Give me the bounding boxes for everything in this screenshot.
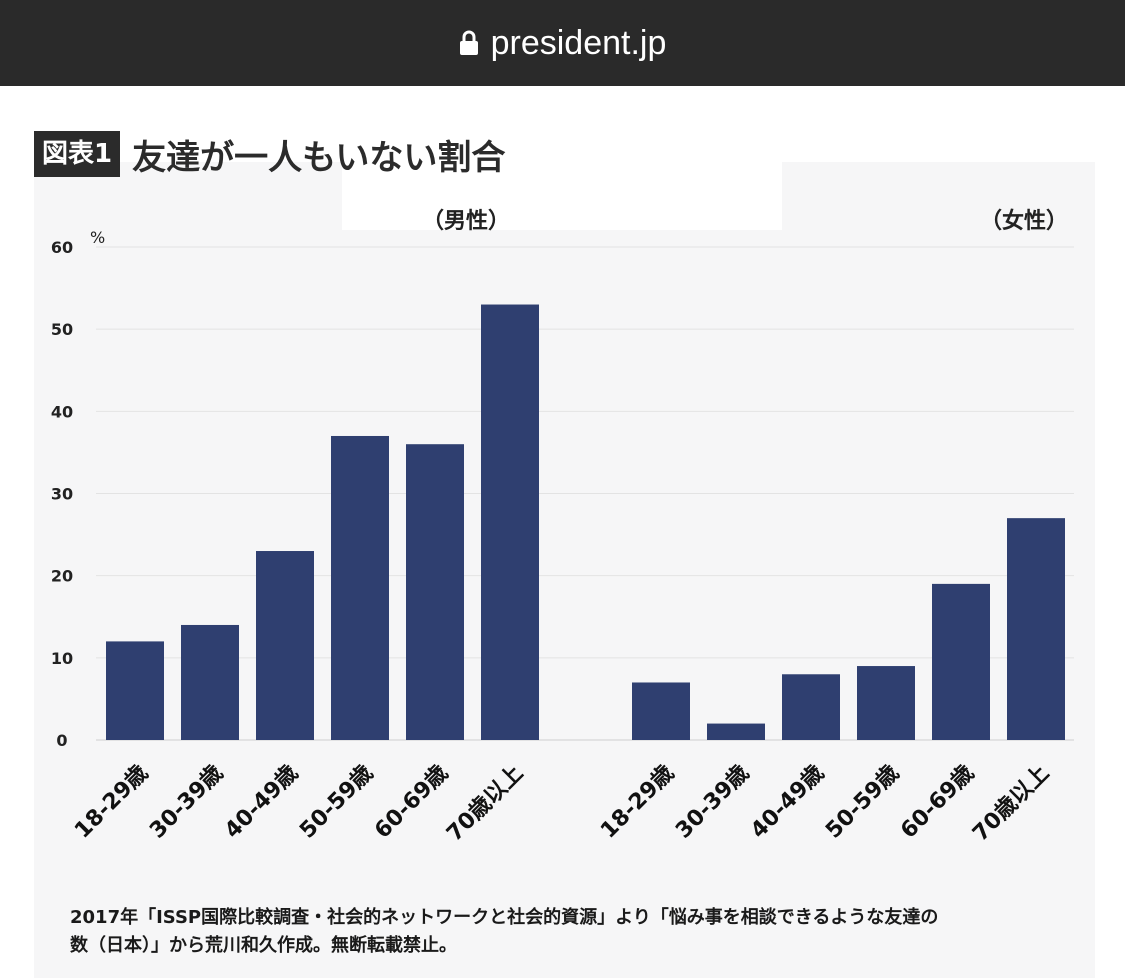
bar [632,682,690,740]
group-label: （男性） [422,209,510,234]
source-note-line-2: 数（日本）」から荒川和久作成。無断転載禁止。 [70,935,457,956]
source-note-line-1: 2017年「ISSP国際比較調査・社会的ネットワークと社会的資源」より「悩み事を… [70,907,939,928]
figure-badge: 図表1 [34,131,121,177]
group-label: （女性） [980,208,1068,234]
bar [106,641,164,740]
y-tick-label: 60 [51,238,73,257]
bar [707,723,765,740]
y-unit-label: % [90,228,105,247]
chart-background [34,162,1095,978]
x-category-label: 50-59歳 [295,761,378,844]
bar [406,444,464,740]
figure-header: 図表1 友達が一人もいない割合 [34,130,505,178]
x-category-label: 30-39歳 [671,761,754,844]
y-tick-label: 0 [56,731,67,750]
x-category-label: 40-49歳 [220,761,303,844]
bar [331,435,389,740]
bar [481,304,539,740]
x-category-label: 18-29歳 [70,761,153,844]
x-category-label: 40-49歳 [746,761,829,844]
y-tick-label: 10 [51,649,73,668]
x-category-label: 70歳以上 [442,761,528,847]
y-tick-label: 40 [51,402,73,421]
lock-icon [459,30,479,56]
blank-area [342,162,782,230]
x-category-label: 18-29歳 [596,761,679,844]
browser-address-bar[interactable]: president.jp [0,0,1125,86]
x-category-label: 50-59歳 [821,761,904,844]
bar [181,624,239,740]
url-display[interactable]: president.jp [459,23,667,63]
x-category-label: 60-69歳 [896,761,979,844]
source-note: 2017年「ISSP国際比較調査・社会的ネットワークと社会的資源」より「悩み事を… [70,904,1100,960]
x-category-label: 70歳以上 [968,761,1054,847]
bar [256,551,314,740]
y-tick-label: 30 [51,485,73,504]
x-category-label: 60-69歳 [370,761,453,844]
bar [782,674,840,740]
bar [1007,518,1065,740]
bar [932,583,990,740]
bar [857,666,915,740]
url-text: president.jp [490,23,667,62]
y-tick-label: 20 [51,567,73,586]
y-tick-label: 50 [51,320,73,339]
x-category-label: 30-39歳 [145,761,228,844]
figure-title: 友達が一人もいない割合 [132,137,506,178]
